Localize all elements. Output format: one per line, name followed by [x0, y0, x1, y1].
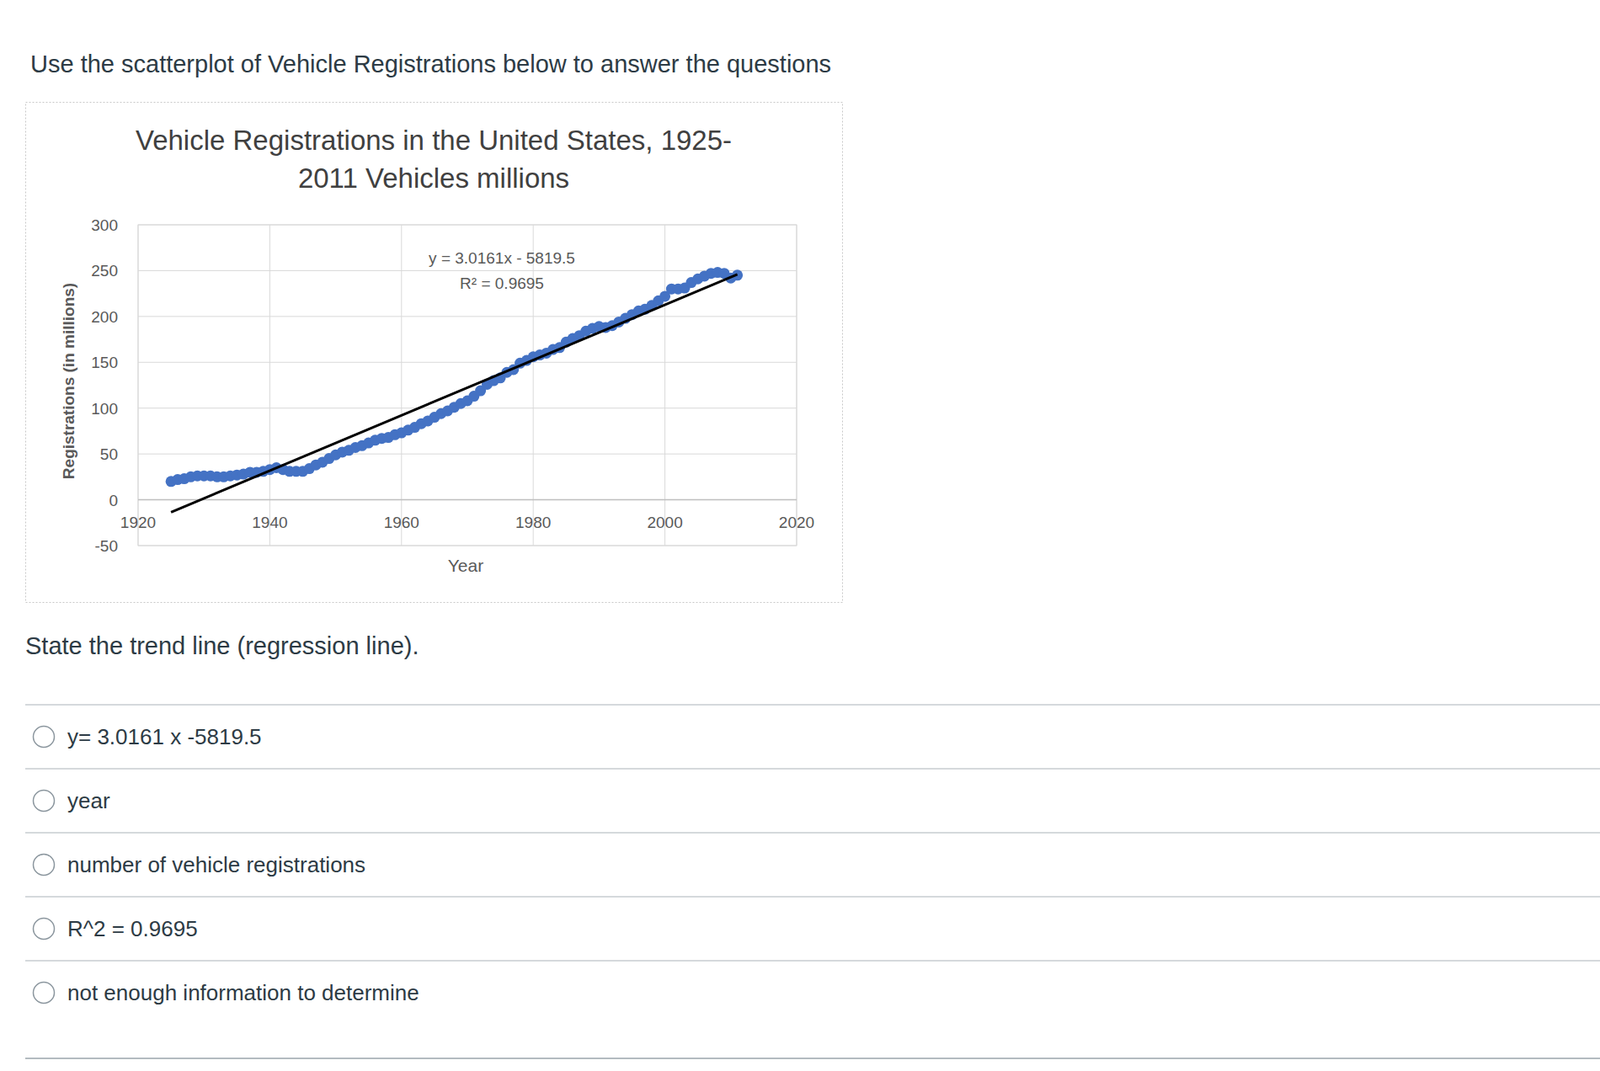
y-tick-label: 150	[90, 353, 118, 372]
x-grid-line	[664, 224, 666, 546]
annotation: R² = 0.9695	[459, 274, 544, 293]
x-grid-line	[796, 224, 798, 546]
x-tick-label: 1960	[384, 513, 420, 532]
separator	[25, 704, 1600, 706]
radio-button[interactable]	[33, 982, 55, 1004]
chart-title-line: Vehicle Registrations in the United Stat…	[135, 124, 732, 156]
x-grid-line	[400, 224, 402, 546]
y-grid-line	[138, 315, 797, 317]
trend-line	[170, 274, 738, 512]
radio-button[interactable]	[33, 790, 55, 812]
option-label[interactable]: y= 3.0161 x -5819.5	[67, 724, 262, 750]
x-tick-label: 2020	[778, 513, 815, 532]
instruction: Use the scatterplot of Vehicle Registrat…	[30, 50, 832, 78]
y-grid-line	[138, 270, 797, 272]
annotation: y = 3.0161x - 5819.5	[428, 249, 576, 267]
question: State the trend line (regression line).	[25, 632, 419, 660]
chart-frame	[26, 102, 843, 603]
radio-button[interactable]	[33, 854, 55, 876]
x-tick-label: 1920	[120, 513, 156, 532]
y-tick-label: 100	[90, 400, 118, 418]
y-tick-label: 50	[100, 445, 118, 464]
option-label[interactable]: number of vehicle registrations	[67, 852, 366, 878]
y-grid-line	[138, 545, 797, 547]
option-label[interactable]: year	[67, 788, 111, 814]
plot-area	[165, 266, 744, 512]
y-grid-line	[138, 362, 797, 363]
x-axis-title: Year	[448, 555, 484, 576]
x-grid-line	[138, 224, 139, 546]
y-tick-label: 0	[108, 491, 118, 510]
x-tick-label: 1980	[515, 513, 551, 532]
y-grid-line	[138, 453, 797, 455]
separator	[25, 1057, 1600, 1060]
separator	[25, 896, 1600, 898]
x-grid-line	[269, 224, 271, 546]
y-tick-label: 200	[90, 308, 118, 326]
y-grid-line	[138, 224, 797, 226]
y-tick-label: 300	[90, 216, 118, 235]
x-axis-line	[138, 499, 797, 502]
option-label[interactable]: R^2 = 0.9695	[67, 916, 198, 942]
x-tick-label: 1940	[251, 513, 288, 532]
radio-button[interactable]	[33, 726, 55, 748]
y-tick-label: -50	[95, 537, 118, 555]
page: Use the scatterplot of Vehicle Registrat…	[0, 0, 1600, 1071]
x-grid-line	[533, 224, 534, 546]
chart-title: Vehicle Registrations in the United Stat…	[135, 124, 732, 194]
plot-frame	[138, 224, 797, 546]
separator	[25, 960, 1600, 962]
y-axis-title: Registrations (in millions)	[59, 282, 78, 480]
option-label[interactable]: not enough information to determine	[67, 980, 420, 1006]
separator	[25, 832, 1600, 834]
separator	[25, 768, 1600, 770]
y-tick-label: 250	[90, 261, 118, 280]
chart-title-line: 2011 Vehicles millions	[298, 162, 570, 194]
x-tick-label: 2000	[646, 513, 683, 532]
y-grid-line	[138, 499, 797, 501]
radio-button[interactable]	[33, 918, 55, 940]
y-grid-line	[138, 407, 797, 409]
